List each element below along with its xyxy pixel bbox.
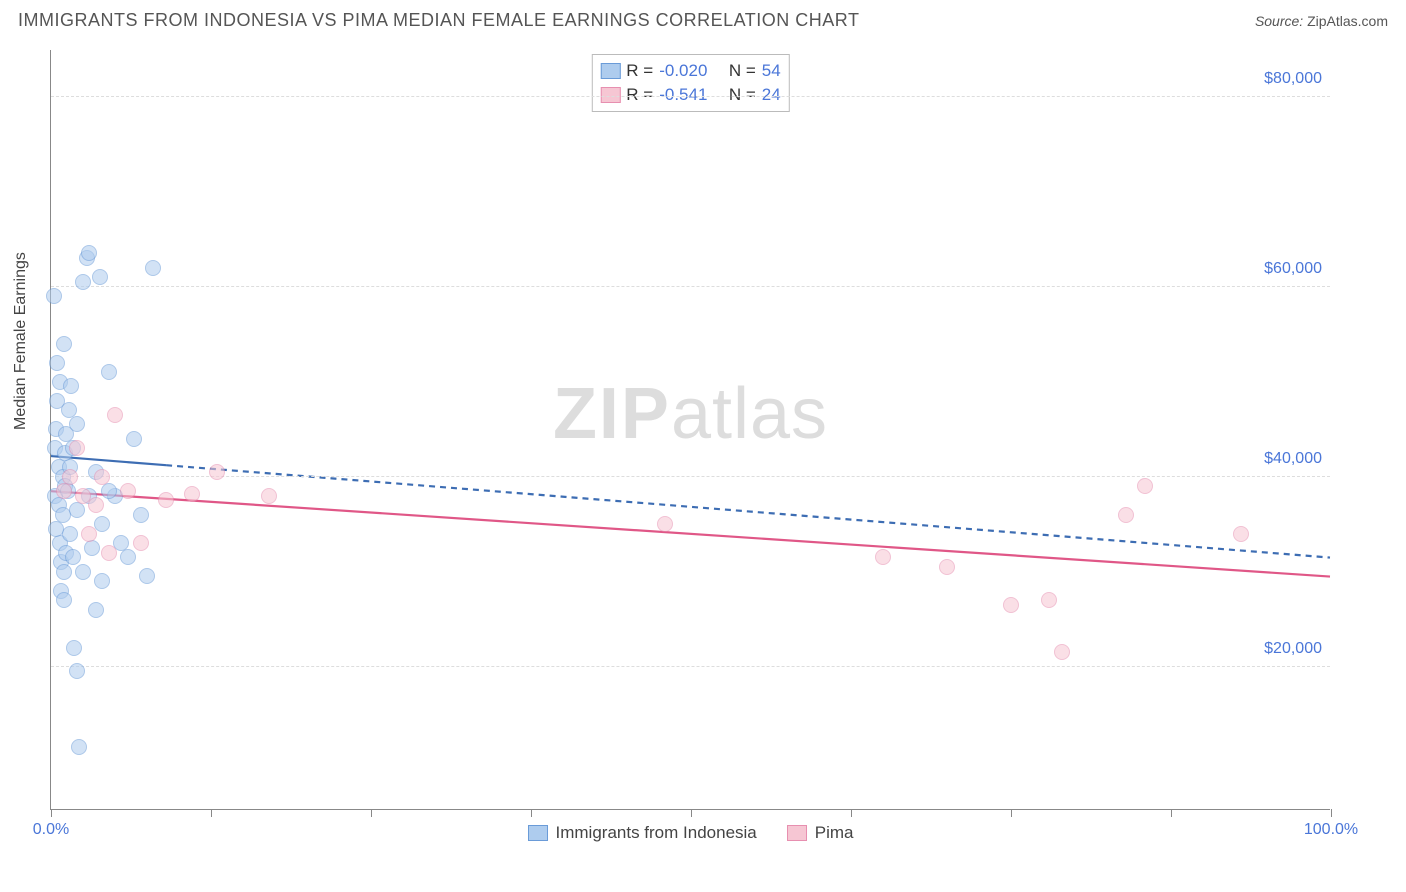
- data-point: [49, 355, 65, 371]
- x-tick: [531, 809, 532, 817]
- data-point: [66, 640, 82, 656]
- r-label: R =: [626, 61, 653, 81]
- data-point: [261, 488, 277, 504]
- r-value: -0.020: [659, 61, 707, 81]
- data-point: [69, 440, 85, 456]
- data-point: [209, 464, 225, 480]
- data-point: [46, 288, 62, 304]
- y-tick-label: $20,000: [1264, 640, 1322, 658]
- data-point: [1003, 597, 1019, 613]
- y-axis-label: Median Female Earnings: [12, 252, 30, 430]
- source-credit: Source: ZipAtlas.com: [1255, 13, 1388, 29]
- data-point: [88, 602, 104, 618]
- data-point: [56, 564, 72, 580]
- watermark-atlas: atlas: [671, 374, 828, 454]
- data-point: [1233, 526, 1249, 542]
- data-point: [84, 540, 100, 556]
- data-point: [875, 549, 891, 565]
- gridline: [51, 666, 1330, 667]
- data-point: [101, 483, 117, 499]
- data-point: [101, 364, 117, 380]
- source-value: ZipAtlas.com: [1307, 13, 1388, 29]
- data-point: [184, 486, 200, 502]
- legend-stat-row: R = -0.020 N = 54: [600, 59, 780, 83]
- x-tick: [851, 809, 852, 817]
- chart-title: IMMIGRANTS FROM INDONESIA VS PIMA MEDIAN…: [18, 10, 859, 31]
- data-point: [75, 274, 91, 290]
- gridline: [51, 96, 1330, 97]
- plot-area: ZIPatlas R =-0.020 N =54R =-0.541 N =24 …: [50, 50, 1330, 810]
- data-point: [81, 245, 97, 261]
- data-point: [94, 469, 110, 485]
- legend-series-item: Pima: [787, 823, 854, 843]
- data-point: [65, 549, 81, 565]
- source-label: Source:: [1255, 13, 1303, 29]
- data-point: [120, 483, 136, 499]
- y-tick-label: $40,000: [1264, 450, 1322, 468]
- y-tick-label: $80,000: [1264, 70, 1322, 88]
- data-point: [657, 516, 673, 532]
- watermark: ZIPatlas: [553, 373, 828, 455]
- data-point: [69, 663, 85, 679]
- x-tick: [211, 809, 212, 817]
- data-point: [158, 492, 174, 508]
- legend-series-label: Pima: [815, 823, 854, 843]
- data-point: [1041, 592, 1057, 608]
- data-point: [145, 260, 161, 276]
- data-point: [75, 564, 91, 580]
- data-point: [1054, 644, 1070, 660]
- n-value: 54: [762, 61, 781, 81]
- x-axis-label-min: 0.0%: [33, 821, 69, 839]
- watermark-zip: ZIP: [553, 374, 671, 454]
- x-tick: [691, 809, 692, 817]
- legend-series: Immigrants from Indonesia Pima: [528, 823, 854, 843]
- data-point: [1137, 478, 1153, 494]
- data-point: [126, 431, 142, 447]
- data-point: [133, 507, 149, 523]
- legend-swatch: [528, 825, 548, 841]
- data-point: [101, 545, 117, 561]
- data-point: [133, 535, 149, 551]
- data-point: [88, 497, 104, 513]
- data-point: [56, 336, 72, 352]
- legend-series-item: Immigrants from Indonesia: [528, 823, 757, 843]
- data-point: [107, 407, 123, 423]
- header-bar: IMMIGRANTS FROM INDONESIA VS PIMA MEDIAN…: [0, 0, 1406, 35]
- data-point: [92, 269, 108, 285]
- x-tick: [51, 809, 52, 817]
- data-point: [62, 526, 78, 542]
- data-point: [139, 568, 155, 584]
- x-tick: [1011, 809, 1012, 817]
- legend-series-label: Immigrants from Indonesia: [556, 823, 757, 843]
- x-axis-label-max: 100.0%: [1304, 821, 1358, 839]
- x-tick: [1171, 809, 1172, 817]
- data-point: [1118, 507, 1134, 523]
- data-point: [939, 559, 955, 575]
- y-tick-label: $60,000: [1264, 260, 1322, 278]
- gridline: [51, 476, 1330, 477]
- legend-swatch: [600, 63, 620, 79]
- data-point: [94, 573, 110, 589]
- gridline: [51, 286, 1330, 287]
- data-point: [63, 378, 79, 394]
- data-point: [56, 483, 72, 499]
- data-point: [56, 592, 72, 608]
- legend-stats-box: R =-0.020 N =54R =-0.541 N =24: [591, 54, 789, 112]
- data-point: [48, 521, 64, 537]
- trend-lines-svg: [51, 50, 1330, 809]
- x-tick: [1331, 809, 1332, 817]
- data-point: [69, 502, 85, 518]
- data-point: [81, 526, 97, 542]
- data-point: [120, 549, 136, 565]
- n-label: N =: [729, 61, 756, 81]
- data-point: [69, 416, 85, 432]
- x-tick: [371, 809, 372, 817]
- legend-swatch: [787, 825, 807, 841]
- data-point: [62, 469, 78, 485]
- data-point: [71, 739, 87, 755]
